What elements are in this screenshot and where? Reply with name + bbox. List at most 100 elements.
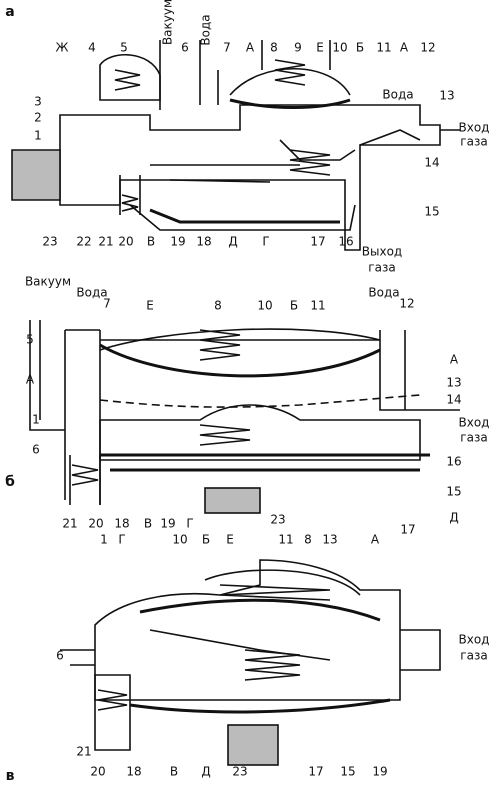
part-label: 10: [172, 533, 187, 547]
part-label: Е: [146, 299, 154, 313]
drawing-line: [129, 698, 391, 714]
drawing-line: [229, 68, 351, 96]
part-label: 21: [76, 745, 91, 759]
part-label: 16: [338, 235, 353, 249]
drawing-line: [204, 569, 361, 596]
drawing-line: [289, 149, 331, 176]
drawing-line: [359, 129, 460, 146]
drawing-line: [65, 329, 460, 411]
part-label: 15: [424, 205, 439, 219]
part-label: Выход: [362, 245, 402, 259]
part-label: Б: [356, 41, 364, 55]
part-label: 8: [270, 41, 278, 55]
drawing-line: [114, 69, 141, 91]
part-label: 20: [90, 765, 105, 779]
part-label: 5: [26, 333, 34, 347]
drawing-line: [71, 464, 99, 486]
part-label: Д: [201, 765, 210, 779]
drawing-line: [99, 343, 381, 378]
drawing-line: [99, 328, 381, 351]
part-label: газа: [460, 649, 487, 663]
part-label: 11: [278, 533, 293, 547]
drawing-line: [204, 487, 261, 514]
drawing-line: [274, 59, 306, 86]
part-label: Е: [226, 533, 234, 547]
part-label: А: [450, 353, 459, 367]
part-label: 4: [88, 41, 96, 55]
part-label: 13: [446, 376, 461, 390]
drawing-line: [69, 455, 101, 505]
part-label: 10: [257, 299, 272, 313]
part-label: Вода: [76, 286, 107, 300]
part-label: 17: [310, 235, 325, 249]
drawing-line: [199, 329, 241, 361]
part-label: 15: [446, 485, 461, 499]
drawing: [11, 40, 460, 766]
part-label: 14: [424, 156, 439, 170]
part-label: 19: [372, 765, 387, 779]
part-label: 8: [304, 533, 312, 547]
part-label: 22: [76, 235, 91, 249]
part-label: 23: [42, 235, 57, 249]
part-label: 13: [322, 533, 337, 547]
drawing-line: [99, 404, 421, 461]
drawing-line: [149, 629, 441, 671]
drawing-line: [29, 320, 65, 431]
part-label: 12: [399, 297, 414, 311]
drawing-line: [59, 104, 441, 251]
part-label: Ж: [56, 41, 69, 55]
part-label: Г: [262, 235, 269, 249]
drawing-line: [100, 453, 430, 472]
part-label: 11: [310, 299, 325, 313]
part-label: В: [170, 765, 178, 779]
part-label: А: [246, 41, 255, 55]
part-label: 16: [446, 455, 461, 469]
drawing-line: [121, 194, 139, 212]
part-label: 13: [439, 89, 454, 103]
part-label: А: [400, 41, 409, 55]
part-label: Б: [290, 299, 298, 313]
drawing-line: [227, 724, 279, 766]
part-label: Вход: [459, 416, 490, 430]
drawing-line: [99, 394, 421, 408]
drawing-line: [139, 598, 381, 622]
part-label: 1: [100, 533, 108, 547]
part-label: 9: [294, 41, 302, 55]
panel-letter: б: [5, 474, 15, 490]
drawing-line: [229, 98, 351, 109]
part-label: Е: [316, 41, 324, 55]
part-label: 19: [160, 517, 175, 531]
part-label: Б: [202, 533, 210, 547]
part-label: 1: [32, 413, 40, 427]
part-label: 6: [181, 41, 189, 55]
part-label: 23: [270, 513, 285, 527]
part-label: Вода: [368, 286, 399, 300]
part-label: Г: [118, 533, 125, 547]
part-label: 21: [62, 517, 77, 531]
part-label: 7: [223, 41, 231, 55]
part-label: газа: [368, 261, 395, 275]
part-label: газа: [460, 135, 487, 149]
part-label: 15: [340, 765, 355, 779]
part-label: 18: [126, 765, 141, 779]
part-label: Вход: [459, 121, 490, 135]
part-label: 11: [376, 41, 391, 55]
part-label: 20: [88, 517, 103, 531]
drawing-line: [279, 139, 356, 161]
part-label: А: [371, 533, 380, 547]
drawing-line: [97, 689, 128, 711]
part-label: 23: [232, 765, 247, 779]
part-label: 1: [34, 129, 42, 143]
part-label: 18: [114, 517, 129, 531]
drawing-line: [261, 40, 331, 70]
part-label: 10: [332, 41, 347, 55]
part-label: Вакуум: [25, 275, 71, 289]
part-label: Вода: [382, 88, 413, 102]
panel-letter: а: [5, 4, 14, 20]
part-label: В: [144, 517, 152, 531]
part-label: 17: [400, 523, 415, 537]
part-label: 14: [446, 393, 461, 407]
part-label: 17: [308, 765, 323, 779]
drawing-line: [219, 584, 331, 601]
